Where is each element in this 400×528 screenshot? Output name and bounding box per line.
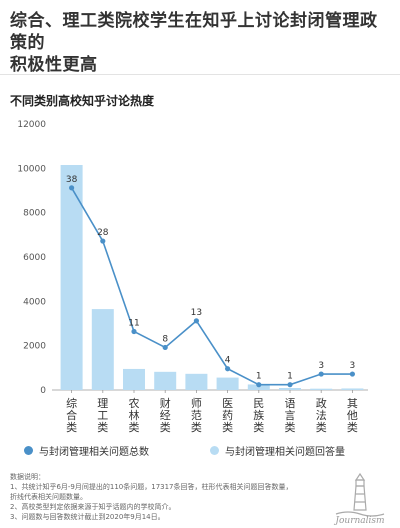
x-tick-label: 综 <box>66 396 77 410</box>
x-tick-label: 其 <box>347 397 358 410</box>
x-tick-label: 理 <box>97 397 108 410</box>
data-label: 8 <box>162 334 168 344</box>
notes-line: 2、高校类型判定依据来源于知乎话题内的学校简介。 <box>10 503 176 511</box>
y-tick-label: 10000 <box>17 164 46 174</box>
line-point <box>100 238 106 244</box>
x-tick-label: 合 <box>66 408 77 422</box>
line-point <box>131 328 137 335</box>
legend-bar-dot <box>210 446 219 455</box>
line-point <box>162 344 168 351</box>
line-point <box>225 366 231 372</box>
data-label: 4 <box>225 356 231 366</box>
bar <box>310 388 333 390</box>
line-point <box>287 382 293 388</box>
y-tick-label: 6000 <box>23 253 46 263</box>
x-tick-label: 类 <box>316 420 327 434</box>
chart-title: 不同类别高校知乎讨论热度 <box>10 94 155 108</box>
bar <box>341 388 364 390</box>
data-label: 3 <box>318 361 324 371</box>
x-tick-label: 林 <box>129 408 140 422</box>
notes-line: 折线代表相关问题数量。 <box>10 493 87 501</box>
x-tick-label: 药 <box>222 409 233 422</box>
legend-item-bar: 与封闭管理相关问题回答量 <box>210 443 345 458</box>
notes-heading: 数据说明： <box>10 473 45 481</box>
bar <box>91 309 114 390</box>
x-tick-label: 财 <box>160 396 171 410</box>
bar <box>60 165 83 390</box>
logo-text: Journalism <box>333 516 384 526</box>
line-point <box>69 185 75 191</box>
data-label: 1 <box>256 372 262 382</box>
x-tick-label: 民 <box>253 397 264 410</box>
y-tick-label: 0 <box>40 386 46 396</box>
data-label: 3 <box>350 361 356 371</box>
combo-chart: 020004000600080001000012000综合类理工类农林类财经类师… <box>17 120 368 434</box>
x-tick-label: 法 <box>316 408 327 422</box>
y-tick-label: 2000 <box>23 342 46 352</box>
data-label: 13 <box>191 308 202 318</box>
data-label: 28 <box>97 228 109 238</box>
x-tick-label: 类 <box>285 420 296 434</box>
y-tick-label: 12000 <box>17 120 46 130</box>
line-point <box>318 371 324 377</box>
line-point <box>256 382 262 388</box>
x-tick-label: 类 <box>66 420 77 434</box>
x-tick-label: 他 <box>347 409 358 422</box>
x-tick-label: 师 <box>191 397 202 410</box>
data-label: 38 <box>66 175 78 185</box>
x-tick-label: 范 <box>191 408 202 422</box>
x-tick-label: 类 <box>129 420 140 434</box>
bar <box>154 371 177 390</box>
notes-line: 1、共统计知乎6月-9月间提出的110条问题，17317条回答，柱形代表相关问题… <box>10 483 293 491</box>
x-tick-label: 族 <box>253 408 264 422</box>
line-point <box>349 371 355 377</box>
x-tick-label: 类 <box>222 420 233 434</box>
page-title-line2: 积极性更高 <box>10 55 98 75</box>
series-line <box>70 187 353 386</box>
legend-line-dot <box>24 446 33 455</box>
x-tick-label: 工 <box>97 409 108 422</box>
x-tick-label: 经 <box>160 409 171 422</box>
data-label: 11 <box>128 318 139 328</box>
bar <box>216 377 239 390</box>
bar <box>123 368 145 390</box>
page-title: 综合、理工类院校学生在知乎上讨论封闭管理政策的 <box>10 11 378 53</box>
data-notes: 数据说明： 1、共统计知乎6月-9月间提出的110条问题，17317条回答，柱形… <box>10 472 310 522</box>
x-tick-label: 类 <box>347 420 358 434</box>
title-block: 综合、理工类院校学生在知乎上讨论封闭管理政策的 积极性更高 <box>10 10 390 76</box>
y-tick-label: 4000 <box>23 297 46 307</box>
bar <box>185 373 208 390</box>
lighthouse-icon: Journalism <box>333 472 385 526</box>
line-point <box>193 318 199 324</box>
x-tick-label: 类 <box>160 420 171 434</box>
x-tick-label: 类 <box>97 420 108 434</box>
notes-line: 3、问题数与回答数统计截止到2020年9月14日。 <box>10 513 165 521</box>
legend-line-label: 与封闭管理相关问题总数 <box>39 447 149 458</box>
x-tick-label: 政 <box>316 396 327 410</box>
data-label: 1 <box>287 372 293 382</box>
x-tick-label: 言 <box>285 409 296 422</box>
bar <box>279 388 301 390</box>
x-tick-label: 医 <box>222 397 233 410</box>
x-tick-label: 农 <box>129 396 140 410</box>
x-tick-label: 语 <box>285 397 296 410</box>
x-tick-label: 类 <box>191 420 202 434</box>
legend-item-line: 与封闭管理相关问题总数 <box>24 443 149 458</box>
title-divider <box>0 74 400 75</box>
legend-bar-label: 与封闭管理相关问题回答量 <box>225 447 345 458</box>
y-tick-label: 8000 <box>23 209 46 219</box>
x-tick-label: 类 <box>253 420 264 434</box>
